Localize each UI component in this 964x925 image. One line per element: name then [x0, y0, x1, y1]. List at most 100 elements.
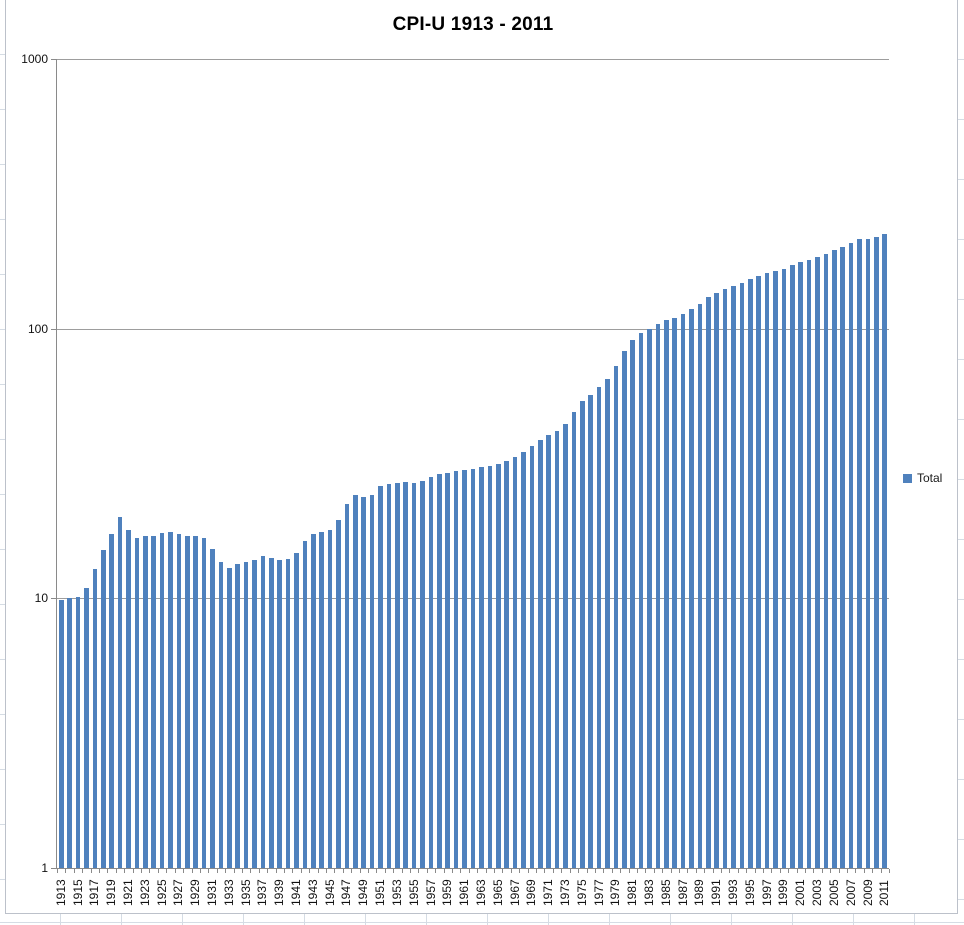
bar[interactable]	[823, 254, 829, 868]
bar[interactable]	[336, 520, 341, 868]
bar[interactable]	[848, 243, 854, 868]
bar[interactable]	[815, 257, 820, 868]
bar[interactable]	[672, 317, 677, 868]
bar[interactable]	[680, 313, 686, 868]
bar[interactable]	[319, 532, 325, 868]
bar[interactable]	[781, 268, 787, 868]
bar[interactable]	[647, 329, 652, 868]
bar[interactable]	[882, 233, 888, 868]
bar[interactable]	[193, 535, 198, 868]
bar[interactable]	[260, 555, 266, 868]
bar[interactable]	[445, 473, 451, 868]
bar[interactable]	[420, 481, 425, 868]
bar[interactable]	[756, 275, 762, 868]
bar[interactable]	[521, 452, 526, 868]
bar[interactable]	[537, 439, 543, 868]
bar[interactable]	[697, 303, 703, 868]
bar[interactable]	[285, 558, 291, 868]
bar[interactable]	[714, 292, 720, 868]
bar[interactable]	[403, 482, 409, 868]
bar[interactable]	[184, 535, 190, 868]
bar[interactable]	[748, 279, 753, 868]
bar[interactable]	[327, 529, 333, 868]
bar[interactable]	[706, 297, 711, 868]
chart-title[interactable]: CPI-U 1913 - 2011	[392, 14, 554, 35]
bar[interactable]	[386, 484, 392, 868]
bar[interactable]	[865, 239, 871, 868]
bar[interactable]	[294, 553, 299, 868]
bar[interactable]	[168, 531, 173, 868]
bar[interactable]	[798, 261, 804, 868]
bar[interactable]	[159, 532, 165, 868]
bar[interactable]	[773, 271, 778, 868]
bar[interactable]	[100, 550, 106, 868]
bar[interactable]	[126, 530, 131, 868]
bar[interactable]	[210, 549, 215, 868]
bar[interactable]	[764, 273, 770, 868]
bar[interactable]	[596, 387, 602, 868]
bar[interactable]	[621, 351, 627, 868]
bar[interactable]	[277, 559, 283, 868]
bar[interactable]	[344, 504, 350, 868]
bar[interactable]	[832, 250, 837, 868]
bar[interactable]	[67, 598, 72, 868]
bar[interactable]	[134, 537, 140, 868]
bar[interactable]	[453, 471, 459, 868]
bar[interactable]	[790, 265, 795, 868]
bar[interactable]	[218, 561, 224, 868]
bar[interactable]	[806, 259, 812, 868]
bar[interactable]	[302, 541, 308, 868]
bar[interactable]	[504, 460, 509, 868]
bar[interactable]	[638, 332, 644, 868]
bar[interactable]	[109, 534, 114, 868]
bar[interactable]	[75, 597, 81, 868]
bar[interactable]	[84, 588, 89, 868]
bar[interactable]	[857, 238, 862, 868]
bar[interactable]	[437, 474, 442, 868]
bar[interactable]	[731, 285, 736, 868]
bar[interactable]	[722, 289, 728, 868]
bar[interactable]	[663, 320, 669, 868]
bar[interactable]	[176, 533, 182, 868]
bar[interactable]	[470, 468, 476, 868]
bar[interactable]	[395, 483, 400, 868]
legend[interactable]: Total	[903, 471, 942, 485]
bar[interactable]	[117, 517, 123, 868]
bar[interactable]	[226, 567, 232, 868]
bar[interactable]	[588, 394, 593, 868]
bar[interactable]	[563, 423, 568, 868]
bar[interactable]	[235, 564, 240, 868]
bar[interactable]	[512, 457, 518, 868]
bar[interactable]	[369, 495, 375, 868]
bar[interactable]	[378, 486, 383, 868]
bar[interactable]	[655, 324, 661, 868]
bar[interactable]	[605, 378, 610, 868]
bar[interactable]	[495, 464, 501, 868]
bar[interactable]	[546, 434, 551, 868]
bar[interactable]	[92, 569, 98, 868]
bar[interactable]	[840, 246, 846, 868]
bar[interactable]	[361, 496, 367, 868]
bar[interactable]	[142, 535, 148, 868]
bar[interactable]	[579, 401, 585, 868]
bar[interactable]	[630, 339, 635, 868]
bar[interactable]	[739, 282, 745, 868]
bar[interactable]	[269, 558, 274, 868]
bar[interactable]	[353, 495, 358, 868]
bar[interactable]	[529, 446, 535, 868]
bar[interactable]	[201, 538, 207, 868]
bar[interactable]	[411, 482, 417, 868]
bar[interactable]	[613, 366, 619, 868]
bar[interactable]	[311, 534, 316, 868]
bar[interactable]	[462, 470, 467, 868]
bar[interactable]	[487, 465, 493, 868]
bar[interactable]	[243, 561, 249, 868]
bar[interactable]	[554, 430, 560, 868]
bar[interactable]	[252, 559, 257, 868]
bar[interactable]	[689, 309, 694, 868]
bar[interactable]	[571, 411, 577, 868]
bar[interactable]	[874, 237, 879, 868]
bar[interactable]	[479, 467, 484, 868]
bar[interactable]	[58, 599, 64, 868]
